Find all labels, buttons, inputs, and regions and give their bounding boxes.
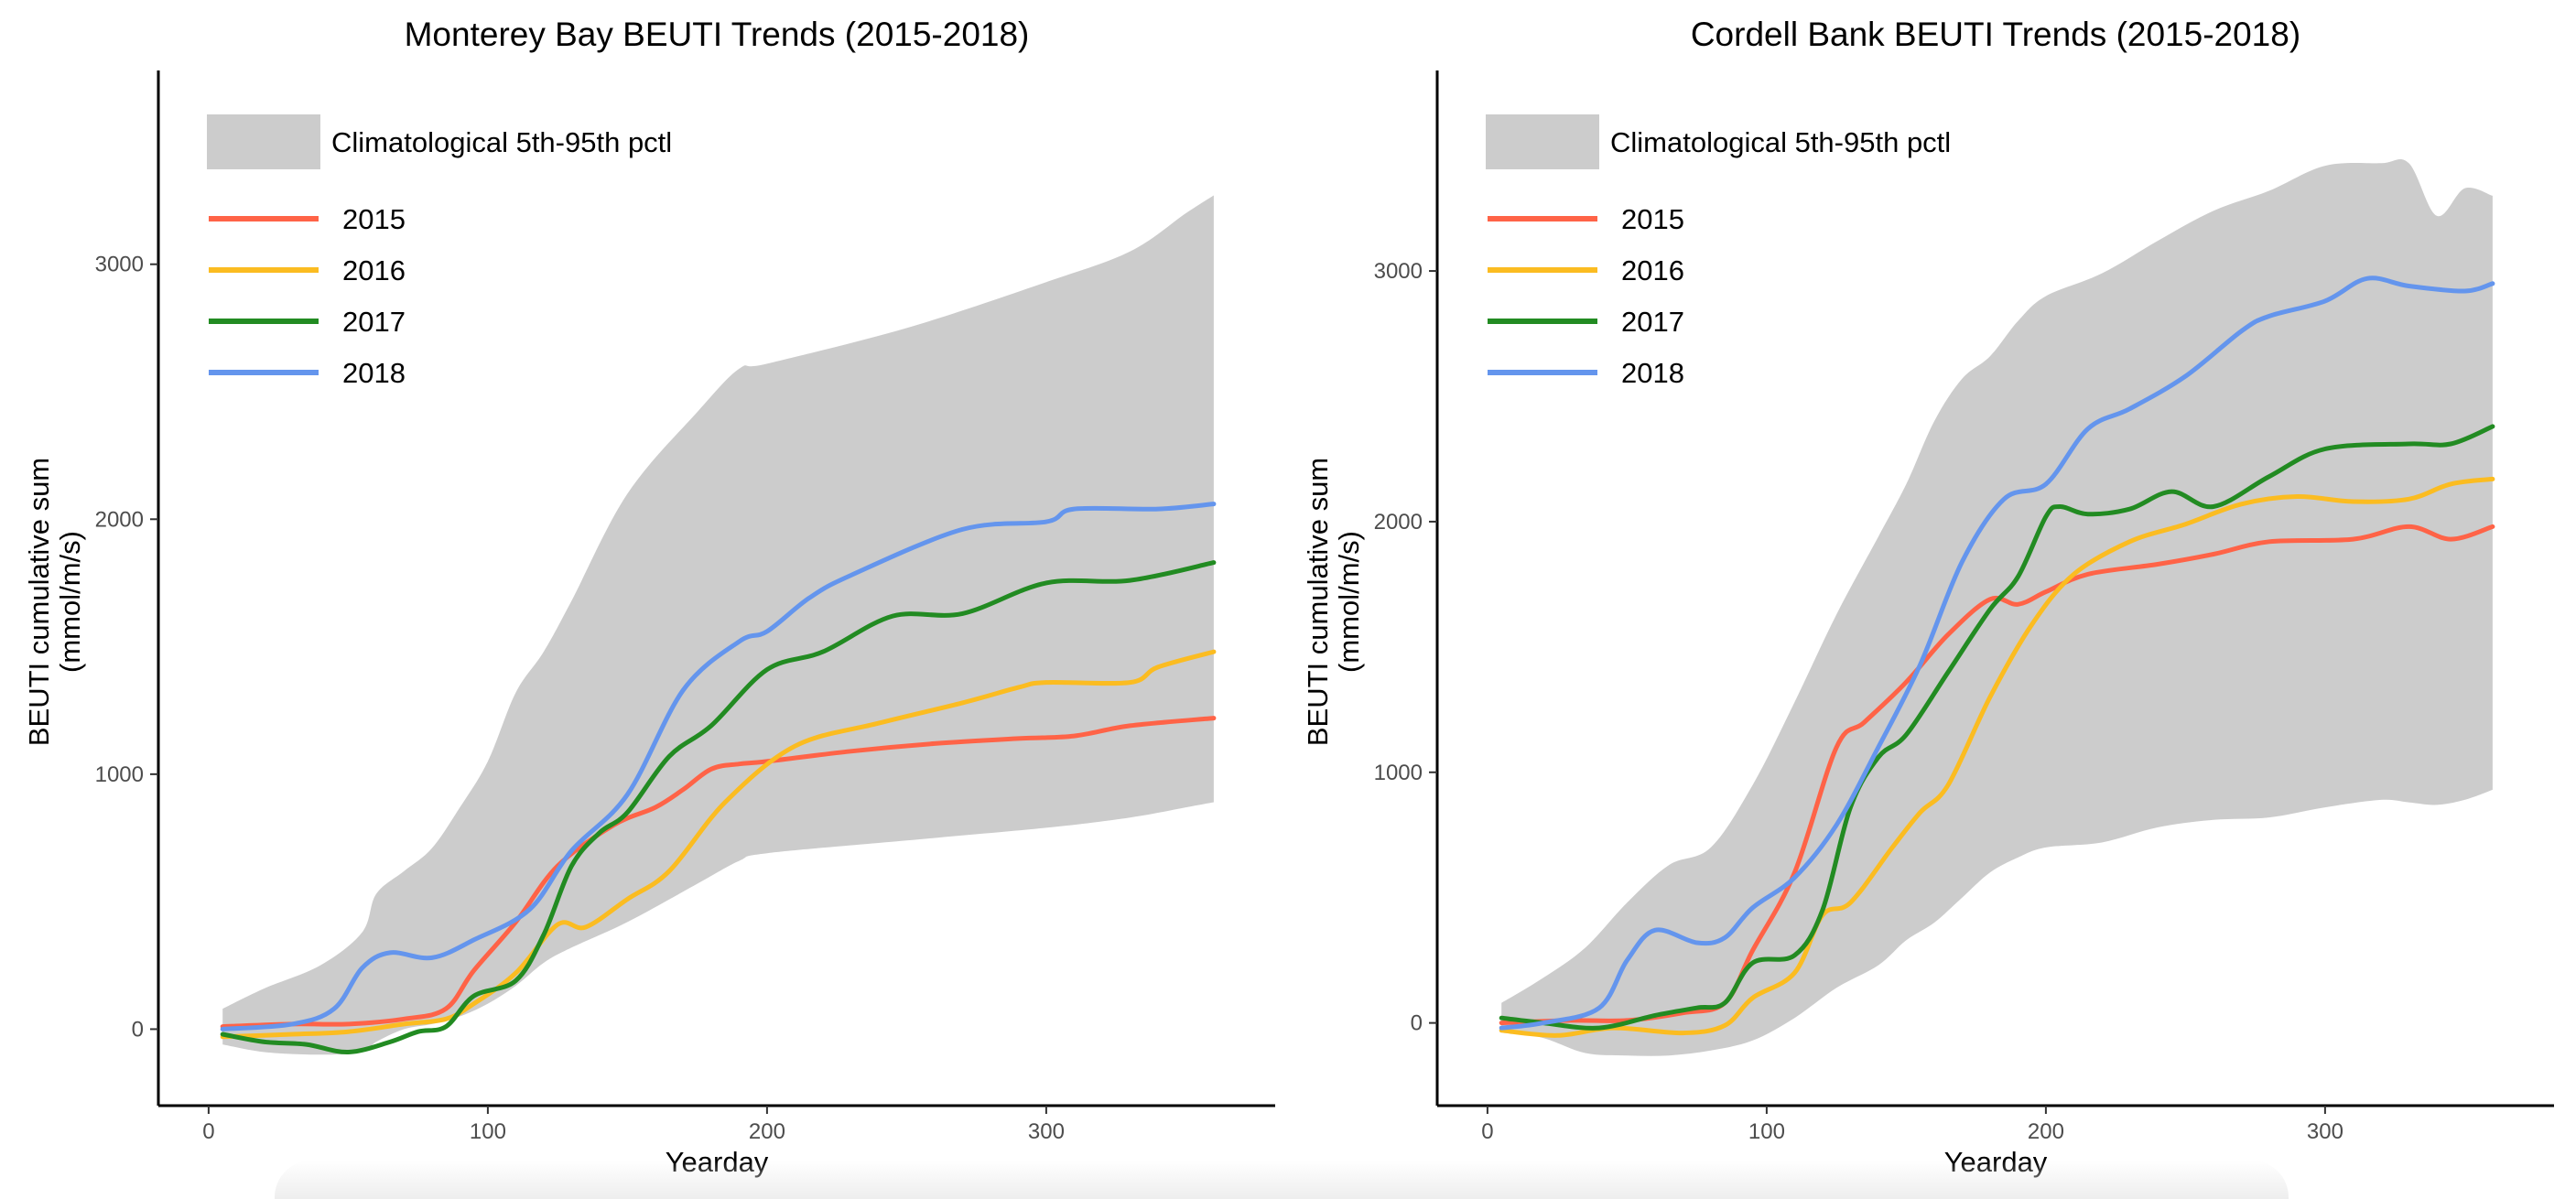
y-axis-title-line2: (mmol/m/s) [54, 531, 86, 673]
legend-band-swatch [1486, 114, 1599, 169]
legend-label-2017: 2017 [342, 306, 406, 338]
legend-label-2015: 2015 [1621, 203, 1684, 235]
climatology-band [222, 195, 1214, 1055]
legend-label-2016: 2016 [342, 254, 406, 286]
series-line-2017 [220, 560, 1217, 1055]
y-tick-label: 2000 [95, 507, 144, 532]
legend-band-label: Climatological 5th-95th pctl [331, 126, 672, 158]
legend: Climatological 5th-95th pctl 2015 2016 2017… [1486, 114, 1951, 389]
y-tick-label: 3000 [1374, 259, 1423, 284]
series-line-2016 [1499, 476, 2495, 1038]
x-tick-label: 0 [1481, 1119, 1493, 1144]
y-tick-label: 2000 [1374, 510, 1423, 535]
y-tick-label: 0 [1411, 1011, 1423, 1036]
y-tick-label: 1000 [95, 762, 144, 787]
y-tick-label: 1000 [1374, 761, 1423, 785]
chart-title: Monterey Bay BEUTI Trends (2015-2018) [405, 16, 1030, 53]
legend-label-2018: 2018 [342, 357, 406, 389]
x-tick-label: 100 [1748, 1119, 1785, 1144]
series-line-2018 [220, 502, 1217, 1032]
chart-title: Cordell Bank BEUTI Trends (2015-2018) [1691, 16, 2300, 53]
y-tick-label: 3000 [95, 253, 144, 277]
y-axis-title: BEUTI cumulative sum(mmol/m/s) [1302, 458, 1365, 746]
y-axis-title-line2: (mmol/m/s) [1333, 531, 1365, 673]
x-tick-label: 300 [1028, 1119, 1065, 1144]
legend-label-2018: 2018 [1621, 357, 1684, 389]
legend-label-2017: 2017 [1621, 306, 1684, 338]
y-axis-title-line1: BEUTI cumulative sum [1302, 458, 1334, 746]
series-line-2016 [220, 649, 1217, 1040]
x-tick-label: 200 [2028, 1119, 2064, 1144]
legend: Climatological 5th-95th pctl 2015 2016 2017… [207, 114, 672, 389]
x-tick-label: 0 [202, 1119, 214, 1144]
series-line-2018 [1499, 275, 2495, 1031]
chart-panel-2: Cordell Bank BEUTI Trends (2015-2018) 0 10… [1302, 16, 2554, 1178]
legend-band-swatch [207, 114, 320, 169]
y-axis-title: BEUTI cumulative sum(mmol/m/s) [23, 458, 86, 746]
climatology-band [1501, 158, 2493, 1056]
legend-band-label: Climatological 5th-95th pctl [1610, 126, 1951, 158]
legend-label-2016: 2016 [1621, 254, 1684, 286]
x-tick-label: 100 [470, 1119, 506, 1144]
series-line-2015 [220, 716, 1217, 1030]
x-tick-label: 200 [749, 1119, 785, 1144]
y-tick-label: 0 [132, 1017, 144, 1042]
y-axis-title-line1: BEUTI cumulative sum [23, 458, 55, 746]
x-tick-label: 300 [2307, 1119, 2343, 1144]
legend-label-2015: 2015 [342, 203, 406, 235]
bottom-shadow [275, 1161, 2289, 1199]
chart-panel-1: Monterey Bay BEUTI Trends (2015-2018) 0 10… [23, 16, 1275, 1178]
series-line-2017 [1499, 424, 2495, 1031]
